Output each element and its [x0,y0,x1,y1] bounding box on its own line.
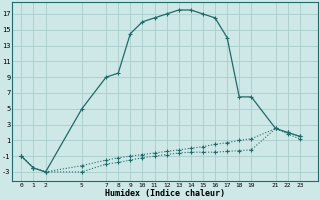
X-axis label: Humidex (Indice chaleur): Humidex (Indice chaleur) [105,189,225,198]
